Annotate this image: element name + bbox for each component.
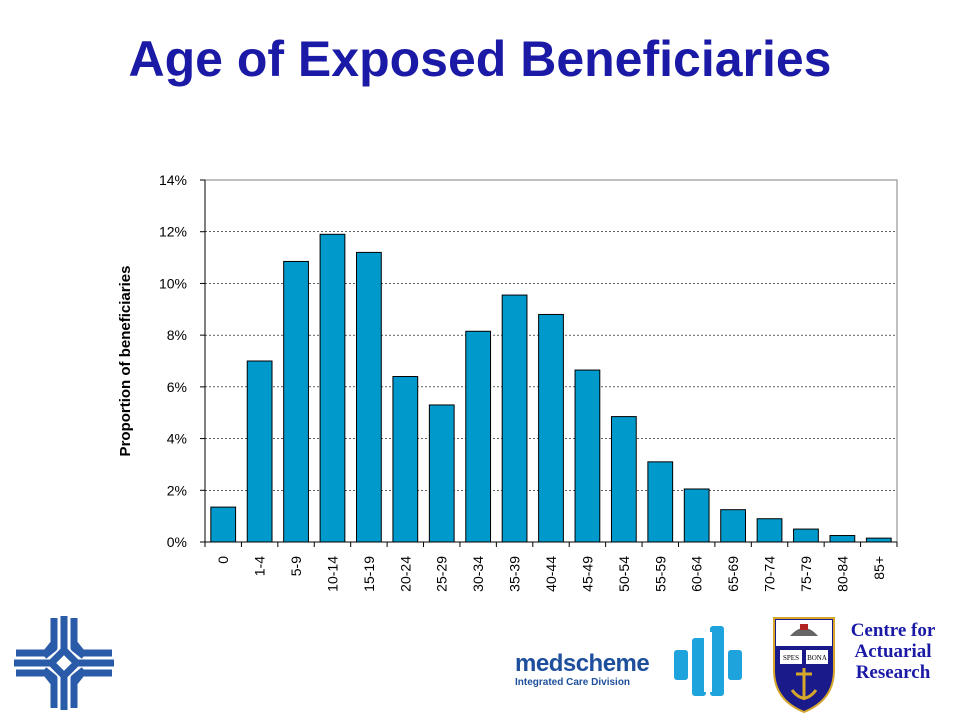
x-tick-label: 45-49 [579, 556, 595, 592]
medscheme-brand: medscheme Integrated Care Division [515, 650, 650, 690]
x-tick-label: 65-69 [725, 556, 741, 592]
medscheme-subtitle: Integrated Care Division [515, 677, 631, 688]
bar-75-79 [793, 528, 819, 543]
medscheme-name: medscheme [515, 650, 650, 677]
y-tick-label: 8% [167, 327, 187, 343]
car-line-3: Research [855, 662, 931, 683]
x-tick-label: 60-64 [689, 556, 705, 592]
bar-35-39 [501, 294, 528, 543]
y-tick-label: 0% [167, 534, 187, 550]
bar-20-24 [392, 376, 419, 543]
x-tick-label: 25-29 [434, 556, 450, 592]
y-axis-label: Proportion of beneficiaries [117, 266, 134, 457]
x-tick-label: 55-59 [652, 556, 668, 592]
bar-80-84 [829, 535, 856, 543]
crest-motto-left: SPES [783, 654, 799, 662]
car-line-2: Actuarial [854, 641, 932, 662]
cross-logo-icon [14, 616, 114, 710]
bar-1-4 [246, 360, 273, 543]
bar-60-64 [683, 488, 710, 543]
x-tick-label: 50-54 [616, 556, 632, 592]
bar-15-19 [356, 251, 382, 543]
x-tick-label: 70-74 [762, 556, 778, 592]
x-tick-label: 85+ [871, 556, 887, 580]
bar-30-34 [465, 330, 492, 543]
y-tick-label: 10% [159, 275, 187, 291]
bar-45-49 [574, 369, 601, 543]
x-tick-label: 1-4 [252, 556, 268, 576]
medscheme-logo-icon [674, 626, 742, 696]
bar-50-54 [610, 416, 637, 543]
y-tick-label: 14% [159, 172, 187, 188]
bar-55-59 [647, 461, 674, 543]
x-tick-label: 15-19 [361, 556, 377, 592]
centre-for-actuarial-research: Centre for Actuarial Research [838, 620, 948, 683]
x-tick-label: 80-84 [834, 556, 850, 592]
bar-0 [210, 506, 237, 543]
crest-icon: SPES BONA [773, 617, 835, 714]
x-tick-label: 10-14 [324, 556, 340, 592]
x-tick-label: 5-9 [288, 556, 304, 576]
x-tick-label: 30-34 [470, 556, 486, 592]
bar-5-9 [283, 260, 309, 543]
bar-85+ [865, 537, 892, 543]
x-tick-label: 75-79 [798, 556, 814, 592]
y-tick-label: 6% [167, 379, 187, 395]
y-tick-label: 12% [159, 224, 187, 240]
bar-10-14 [319, 233, 346, 543]
y-tick-label: 2% [167, 482, 187, 498]
x-tick-label: 20-24 [397, 556, 413, 592]
bar-25-29 [428, 404, 455, 543]
page-title: Age of Exposed Beneficiaries [128, 31, 832, 87]
y-tick-label: 4% [167, 431, 187, 447]
bar-40-44 [538, 313, 564, 543]
x-tick-label: 0 [215, 556, 231, 564]
crest-motto-right: BONA [807, 654, 827, 662]
bar-65-69 [720, 509, 746, 543]
x-tick-label: 35-39 [507, 556, 523, 592]
bar-70-74 [756, 518, 783, 543]
car-line-1: Centre for [850, 620, 936, 641]
x-tick-label: 40-44 [543, 556, 559, 592]
